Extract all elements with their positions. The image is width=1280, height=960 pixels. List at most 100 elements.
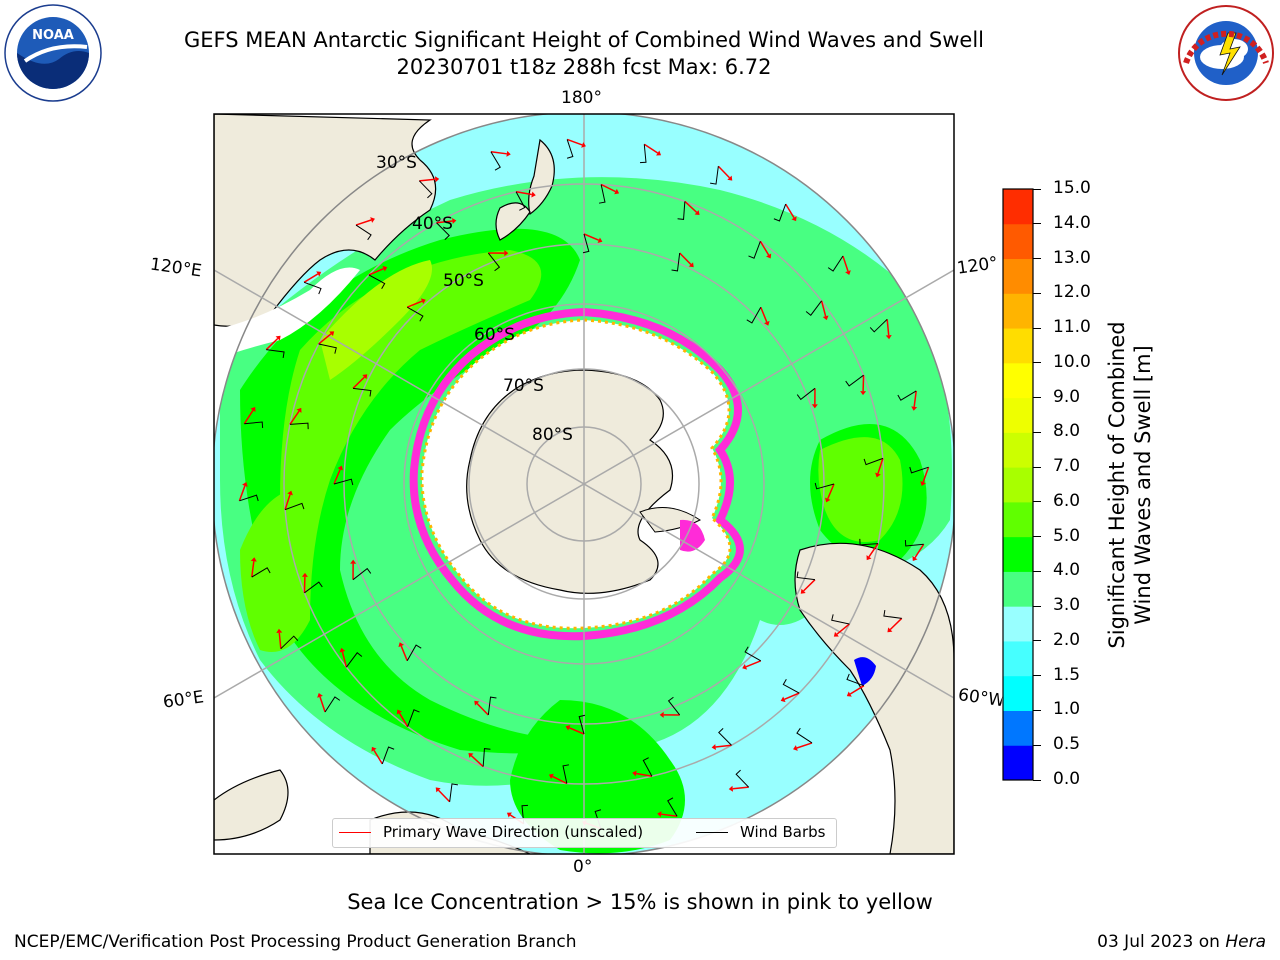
legend-barb-label: Wind Barbs [740,823,826,841]
wave-arrowhead [727,175,733,181]
wave-arrow [760,306,768,323]
wave-arrowhead [764,320,770,326]
wave-arrowhead [791,216,797,222]
wind-barb [827,255,844,272]
colorbar-title-line2: Wind Waves and Swell [m] [1131,345,1155,625]
wave-arrow [886,319,890,336]
wave-arrow [319,696,326,713]
wind-barb [859,538,879,546]
wave-arrow [476,703,489,716]
wave-field-4-5m-south [510,700,685,854]
colorbar-tick-label: 15.0 [1053,178,1091,198]
colorbar-tick-mark [1033,605,1041,607]
colorbar-tick-mark [1033,431,1041,433]
wind-barb [796,387,816,401]
wave-arrowhead [434,176,440,183]
colorbar-swatch [1003,189,1033,225]
wave-arrow [679,252,692,265]
colorbar-swatch [1003,258,1033,294]
wave-arrowhead [287,490,293,496]
wave-arrowhead [632,770,637,777]
wind-barb [284,502,305,511]
wind-barb [773,203,787,222]
wind-barb [406,306,424,322]
sea-ice-note: Sea Ice Concentration > 15% is shown in … [347,890,933,914]
wind-barb [909,466,929,474]
antarctic-map: 30°S 40°S 50°S 60°S 70°S 80°S [213,113,955,855]
colorbar-tick-mark [1033,258,1041,260]
lon-label-120e: 120°E [148,254,203,282]
wave-arrowhead [301,572,308,577]
wave-arrow [661,813,678,817]
wave-arrowhead [329,331,335,337]
wave-arrow [373,749,383,765]
colorbar-swatch [1003,223,1033,260]
colorbar-tick-label: 1.0 [1053,699,1081,720]
wave-arrow [490,151,507,155]
wave-arrowhead [728,785,734,792]
wave-arrow [355,219,372,226]
wind-barb [244,421,264,429]
colorbar-tick-label: 4.0 [1053,560,1081,581]
wave-arrowhead [242,482,248,487]
legend-item-wind-barbs: Wind Barbs [696,823,825,841]
wind-barb [355,224,372,241]
wind-barb [667,696,681,716]
wave-arrowhead [742,664,748,670]
wave-arrow [684,200,698,213]
wind-barb [381,746,395,765]
wave-arrowhead [370,217,375,223]
lat-label-50s: 50°S [443,271,484,291]
colorbar-tick-mark [1033,466,1041,468]
wind-barb [718,728,732,746]
wind-barb [598,184,606,204]
colorbar-swatch [1003,397,1033,433]
wave-arrow [552,775,568,785]
wind-barb [490,151,501,171]
wave-arrowhead [811,404,818,409]
colorbar-swatch [1003,745,1033,781]
lat-label-70s: 70°S [503,376,544,396]
wave-arrow [251,561,255,578]
colorbar-tick-label: 12.0 [1053,282,1091,303]
wave-arrow [419,178,436,182]
lat-label-80s: 80°S [532,425,573,445]
wave-arrow [715,744,732,748]
wind-barb [289,422,309,430]
wave-arrowhead [565,725,571,731]
antarctic-continent [466,369,674,594]
wave-arrow [406,300,423,308]
wave-arrowhead [614,188,620,195]
colorbar-tick-mark [1033,223,1041,225]
colorbar-swatch [1003,675,1033,711]
colorbar-tick-mark [1033,397,1041,399]
lat-label-60s: 60°S [474,325,515,345]
wind-barb [368,274,386,289]
colorbar-tick-label: 5.0 [1053,525,1081,546]
wave-arrowhead [275,335,281,341]
wave-arrow [289,410,300,425]
colorbar-tick-label: 7.0 [1053,456,1081,477]
wave-arrow [333,468,341,485]
colorbar-swatch [1003,640,1033,677]
colorbar-swatch [1003,467,1033,503]
colorbar-tick-mark [1033,709,1041,711]
wave-arrowhead [250,406,256,412]
wave-arrow [318,333,332,345]
colorbar-tick-mark [1033,536,1041,538]
wave-arrowhead [875,472,881,478]
colorbar-swatch [1003,432,1033,468]
map-frame [213,113,955,855]
wave-arrowhead [800,588,806,594]
wave-field-5-6m-southwest [240,490,310,652]
wind-barb [566,139,574,159]
sea-ice-edge [409,307,744,641]
wind-barb [831,614,850,625]
wave-arrow [922,466,930,483]
wind-barb [346,652,363,668]
wave-arrow [913,390,917,407]
wind-barb [677,201,686,220]
wind-barb [883,610,902,619]
colorbar-tick-label: 14.0 [1053,212,1091,233]
wave-arrowhead [420,298,426,304]
